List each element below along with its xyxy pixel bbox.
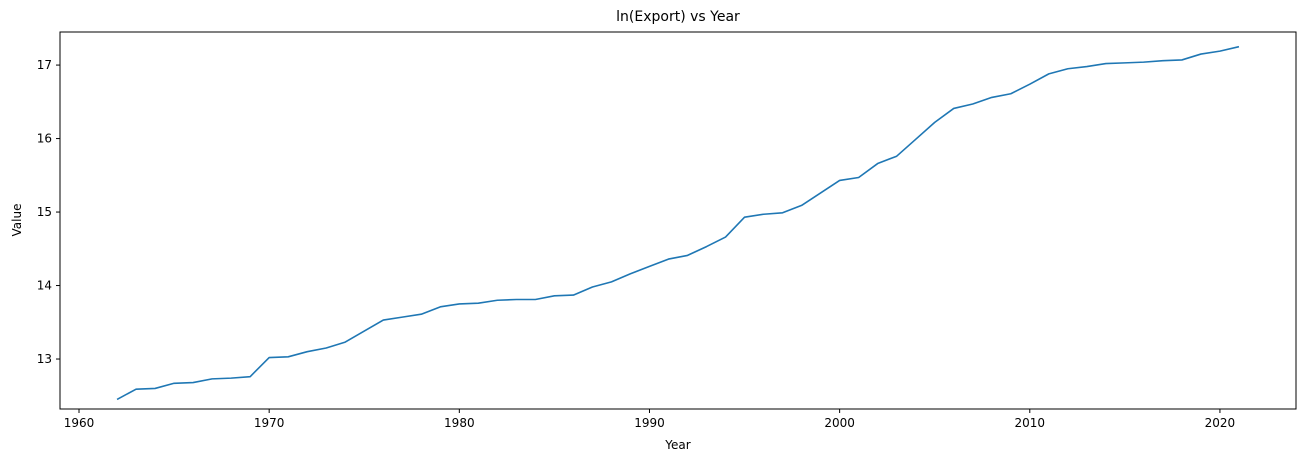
y-tick-label: 17 (37, 58, 52, 72)
x-tick-label: 1980 (444, 416, 475, 430)
x-tick-label: 2020 (1205, 416, 1236, 430)
chart-title: ln(Export) vs Year (616, 9, 740, 25)
series-line-0 (116, 45, 1240, 401)
plot-area (116, 45, 1240, 401)
y-tick-label: 14 (37, 279, 52, 293)
x-tick-label: 1960 (64, 416, 95, 430)
x-axis-label: Year (664, 438, 690, 452)
x-tick-label: 1990 (634, 416, 665, 430)
y-tick-label: 16 (37, 132, 52, 146)
plot-frame (59, 31, 1297, 410)
y-tick-label: 15 (37, 205, 52, 219)
y-axis-label: Value (10, 204, 24, 237)
y-axis: 13 14 15 16 17 (37, 58, 60, 366)
x-axis: 1960 1970 1980 1990 2000 2010 2020 (64, 409, 1235, 430)
x-tick-label: 2010 (1015, 416, 1046, 430)
x-tick-label: 1970 (254, 416, 285, 430)
y-tick-label: 13 (37, 352, 52, 366)
x-tick-label: 2000 (824, 416, 855, 430)
